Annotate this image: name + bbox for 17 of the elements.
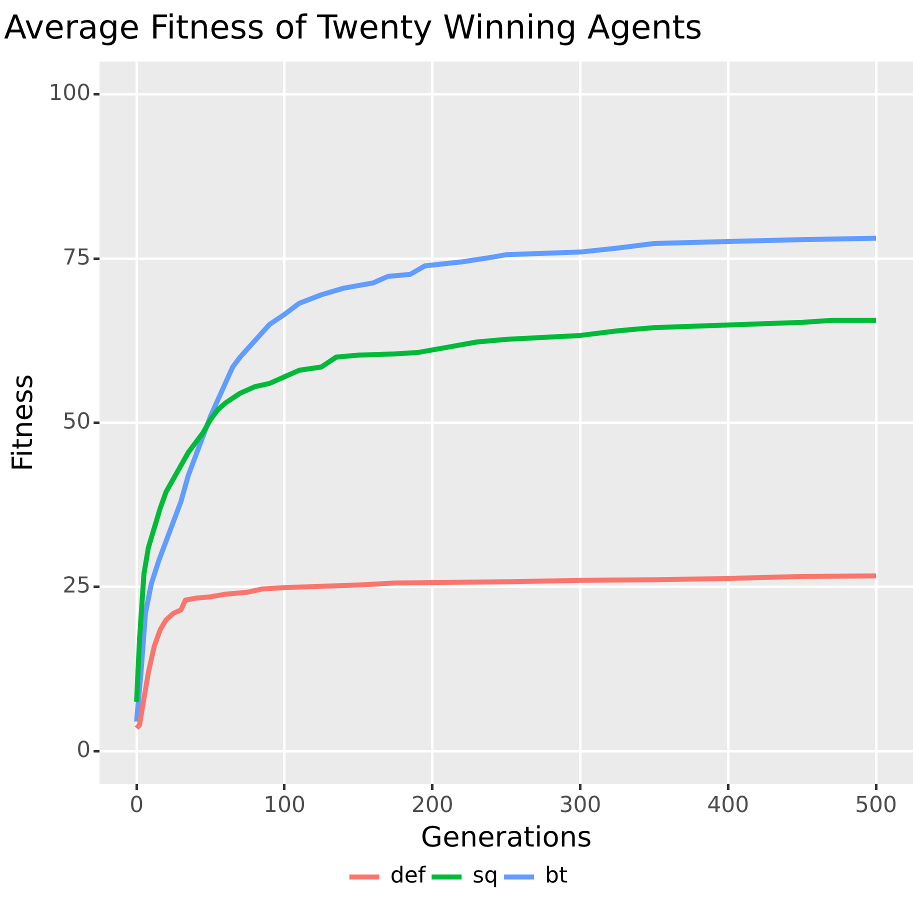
x-tick-label: 300 [559,792,602,818]
legend-label: sq [472,864,498,889]
legend-label: bt [545,864,568,889]
x-tick-label: 400 [707,792,750,818]
y-tick-label: 0 [76,738,91,763]
y-tick-label: 100 [48,81,91,106]
y-tick-label: 25 [62,574,91,599]
y-tick-label: 50 [62,410,91,435]
legend-label: def [390,864,427,889]
x-tick-label: 500 [855,792,898,818]
x-tick-label: 100 [263,792,306,818]
chart-title: Average Fitness of Twenty Winning Agents [4,7,702,46]
y-tick-label: 75 [62,245,91,270]
x-axis-title: Generations [420,820,592,854]
x-tick-label: 200 [411,792,454,818]
y-axis-title: Fitness [6,374,40,472]
x-tick-label: 0 [130,792,144,818]
